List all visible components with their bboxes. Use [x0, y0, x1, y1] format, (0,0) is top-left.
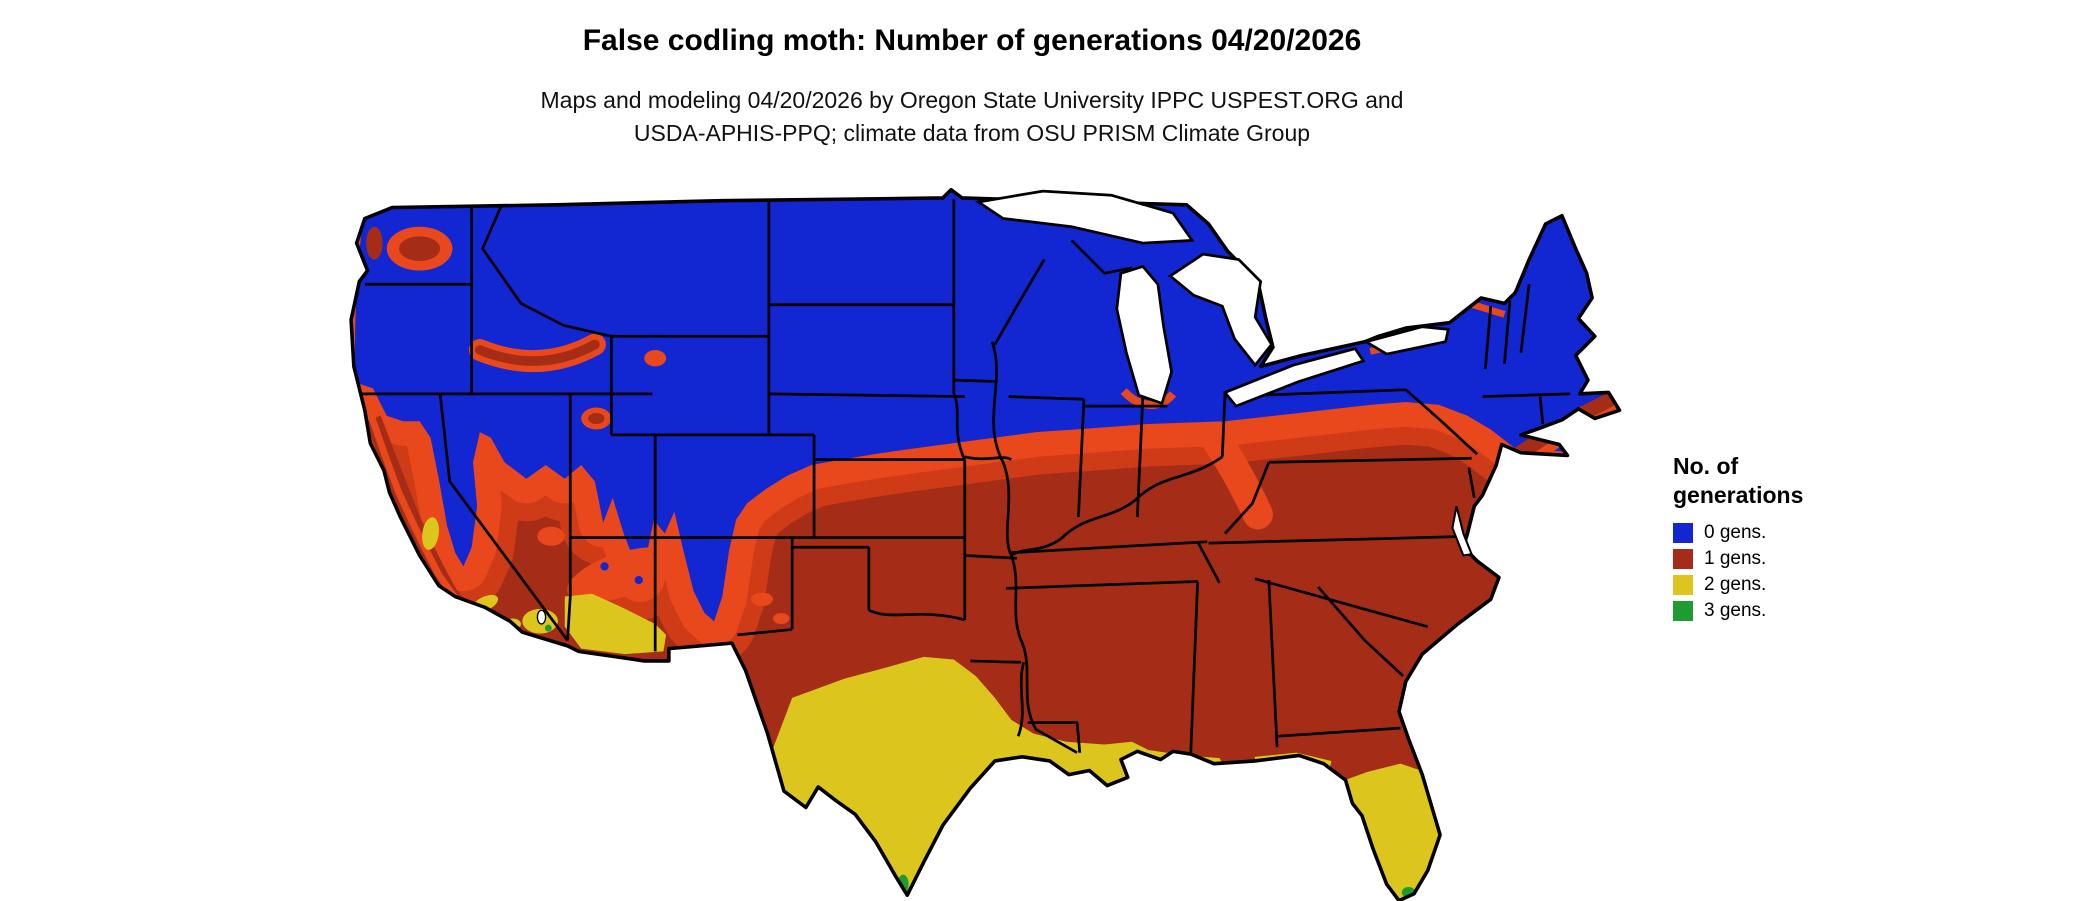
columbia-basin-core — [399, 236, 441, 261]
zone-2-generations-florida — [1337, 763, 1441, 901]
legend-items: 0 gens. 1 gens. 2 gens. 3 gens. — [1673, 522, 1803, 622]
page-title: False codling moth: Number of generation… — [582, 24, 1362, 57]
puget-lowland-patch — [366, 226, 383, 260]
subtitle: Maps and modeling 04/20/2026 by Oregon S… — [541, 84, 1404, 150]
legend-swatch-3-gens — [1673, 601, 1693, 621]
mogollon-rim-patch — [567, 547, 678, 603]
legend-label-3-gens: 3 gens. — [1704, 600, 1767, 621]
legend-row-3-gens: 3 gens. — [1673, 600, 1803, 622]
az-highland-dot — [600, 562, 609, 571]
st-george-patch — [537, 526, 565, 546]
lake-huron — [1167, 252, 1274, 368]
legend-row-0-gens: 0 gens. — [1673, 522, 1803, 544]
zone-3-salton-speck — [544, 624, 552, 632]
legend-title: No. of generations — [1673, 452, 1803, 510]
west-texas-patch — [751, 592, 773, 607]
st-lawrence-valley-patch — [1467, 300, 1506, 318]
us-generations-map — [310, 188, 1625, 901]
az-highland-dot-2 — [634, 576, 643, 585]
lake-michigan — [1115, 264, 1174, 406]
lake-erie — [1222, 347, 1366, 408]
us-outline — [349, 188, 1622, 901]
legend-row-2-gens: 2 gens. — [1673, 574, 1803, 596]
legend-label-0-gens: 0 gens. — [1704, 522, 1767, 543]
zone-2-generations-arizona — [564, 593, 667, 655]
appalachian-warm-band — [1201, 425, 1273, 530]
lake-superior — [974, 189, 1195, 245]
chesapeake-bay — [1451, 505, 1474, 557]
legend-label-2-gens: 2 gens. — [1704, 574, 1767, 595]
great-lakes — [536, 189, 1474, 625]
legend-title-line-2: generations — [1673, 482, 1804, 508]
west-texas-patch-2 — [772, 612, 790, 624]
salton-sea — [536, 609, 547, 625]
salt-lake-valley-core — [588, 413, 605, 424]
lake-michigan-shore-fringe — [1120, 388, 1177, 409]
legend-title-line-1: No. of — [1673, 453, 1739, 479]
subtitle-line-2: USDA-APHIS-PPQ; climate data from OSU PR… — [633, 120, 1311, 146]
bighorn-basin-patch — [644, 349, 667, 367]
legend-swatch-1-gens — [1673, 549, 1693, 569]
subtitle-line-1: Maps and modeling 04/20/2026 by Oregon S… — [540, 87, 1404, 113]
legend-row-1-gens: 1 gens. — [1673, 548, 1803, 570]
legend-label-1-gens: 1 gens. — [1704, 548, 1767, 569]
map-legend: No. of generations 0 gens. 1 gens. 2 gen… — [1673, 452, 1803, 626]
us-map-svg — [349, 188, 1622, 901]
legend-swatch-2-gens — [1673, 575, 1693, 595]
zone-2-san-joaquin — [422, 517, 439, 550]
snake-river-plain-core — [475, 339, 600, 366]
lake-ontario — [1362, 325, 1450, 356]
legend-swatch-0-gens — [1673, 523, 1693, 543]
